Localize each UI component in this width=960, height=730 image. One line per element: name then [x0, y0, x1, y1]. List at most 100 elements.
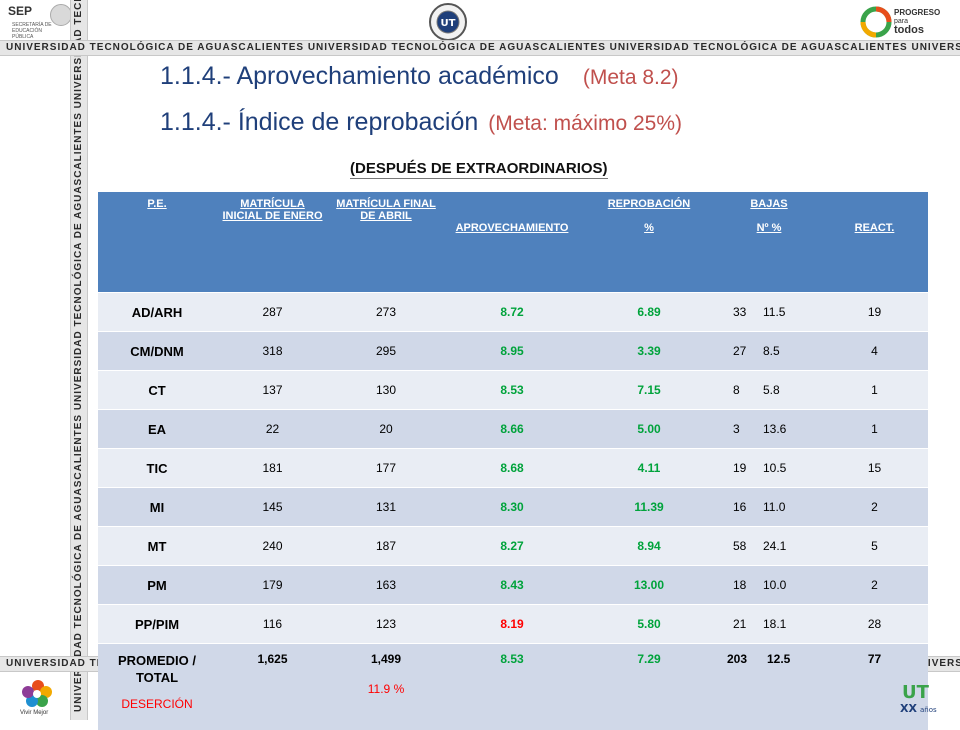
cell-matricula-final: 130 [329, 371, 443, 410]
header-bajas-label: BAJAS [750, 198, 787, 210]
header-matricula-inicial: MATRÍCULA INICIAL DE ENERO [216, 192, 329, 293]
cell-pe: CT [98, 371, 216, 410]
cell-matricula-final: 131 [329, 488, 443, 527]
bajas-percent: 11.5 [763, 305, 785, 319]
header-reprobacion-unit: % [644, 222, 654, 234]
cell-react: 2 [821, 488, 928, 527]
bajas-count: 8 [733, 383, 763, 397]
header-matricula-final: MATRÍCULA FINAL DE ABRIL [329, 192, 443, 293]
cell-matricula-final: 273 [329, 293, 443, 332]
sep-logo: SEP SECRETARÍA DE EDUCACIÓN PÚBLICA [4, 2, 68, 38]
page-title-aprovechamiento: 1.1.4.- Aprovechamiento académico(Meta 8… [160, 62, 679, 91]
cell-matricula-inicial: 318 [216, 332, 329, 371]
uta-seal-logo: UT [416, 2, 480, 42]
cell-reprobacion: 8.94 [581, 527, 717, 566]
bajas-count: 58 [733, 539, 763, 553]
header-bajas-sub: Nº % [757, 222, 782, 234]
svg-text:años: años [920, 706, 937, 714]
bajas-count: 19 [733, 461, 763, 475]
bajas-count: 33 [733, 305, 763, 319]
cell-react: 1 [821, 371, 928, 410]
cell-aprovechamiento: 8.95 [443, 332, 581, 371]
header-aprovechamiento-label: APROVECHAMIENTO [456, 222, 569, 234]
header-pe: P.E. [98, 192, 216, 293]
bajas-percent: 13.6 [763, 422, 786, 436]
page-subtitle: (DESPUÉS DE EXTRAORDINARIOS) [350, 160, 608, 179]
cell-reprobacion: 11.39 [581, 488, 717, 527]
bajas-percent: 5.8 [763, 383, 780, 397]
cell-reprobacion: 3.39 [581, 332, 717, 371]
vivir-mejor-logo [18, 678, 58, 708]
cell-reprobacion: 4.11 [581, 449, 717, 488]
cell-pe: PM [98, 566, 216, 605]
cell-aprovechamiento: 8.30 [443, 488, 581, 527]
total-bajas-percent: 12.5 [767, 652, 790, 666]
cell-reprobacion: 7.15 [581, 371, 717, 410]
cell-matricula-inicial: 179 [216, 566, 329, 605]
header-react: REACT. [821, 192, 928, 293]
cell-react: 15 [821, 449, 928, 488]
cell-pe: AD/ARH [98, 293, 216, 332]
cell-matricula-inicial: 145 [216, 488, 329, 527]
cell-pe: PP/PIM [98, 605, 216, 644]
cell-aprovechamiento: 8.53 [443, 371, 581, 410]
university-vertical-banner-text: UNIVERSIDAD TECNOLÓGICA DE AGUASCALIENTE… [71, 8, 87, 712]
svg-text:todos: todos [894, 24, 924, 36]
cell-matricula-inicial: 240 [216, 527, 329, 566]
title-line2-meta: (Meta: máximo 25%) [488, 112, 682, 135]
page-title-reprobacion: 1.1.4.- Índice de reprobación (Meta: máxi… [160, 108, 682, 137]
cell-reprobacion: 5.80 [581, 605, 717, 644]
cell-pe: MT [98, 527, 216, 566]
cell-react: 2 [821, 566, 928, 605]
cell-total-reprobacion: 7.29 [581, 644, 717, 730]
sep-logo-text: SEP [8, 4, 32, 18]
desercion-label: DESERCIÓN [98, 696, 216, 713]
table-header-row: P.E. MATRÍCULA INICIAL DE ENERO MATRÍCUL… [98, 192, 928, 293]
bajas-count: 21 [733, 617, 763, 631]
university-top-banner: UNIVERSIDAD TECNOLÓGICA DE AGUASCALIENTE… [0, 40, 960, 56]
svg-text:UT: UT [441, 18, 456, 29]
cell-total-inicial: 1,625 [216, 644, 329, 730]
title-line2: 1.1.4.- Índice de reprobación [160, 108, 478, 136]
mexico-crest-icon [50, 4, 72, 26]
reprobacion-table: P.E. MATRÍCULA INICIAL DE ENERO MATRÍCUL… [98, 192, 928, 730]
header-reprobacion-label: REPROBACIÓN [608, 198, 691, 210]
cell-reprobacion: 6.89 [581, 293, 717, 332]
cell-matricula-inicial: 22 [216, 410, 329, 449]
cell-matricula-final: 295 [329, 332, 443, 371]
bajas-count: 16 [733, 500, 763, 514]
cell-matricula-final: 163 [329, 566, 443, 605]
cell-pe: EA [98, 410, 216, 449]
cell-pe: CM/DNM [98, 332, 216, 371]
cell-total-aprovechamiento: 8.53 [443, 644, 581, 730]
title-line1: 1.1.4.- Aprovechamiento académico [160, 62, 559, 90]
cell-matricula-final: 187 [329, 527, 443, 566]
bajas-percent: 18.1 [763, 617, 786, 631]
university-vertical-banner: UNIVERSIDAD TECNOLÓGICA DE AGUASCALIENTE… [70, 0, 88, 720]
cell-reprobacion: 13.00 [581, 566, 717, 605]
cell-matricula-final: 177 [329, 449, 443, 488]
bajas-count: 27 [733, 344, 763, 358]
bajas-count: 18 [733, 578, 763, 592]
cell-aprovechamiento: 8.19 [443, 605, 581, 644]
xx-anniversary-logo: UT XX años [882, 676, 952, 716]
cell-aprovechamiento: 8.66 [443, 410, 581, 449]
cell-react: 5 [821, 527, 928, 566]
